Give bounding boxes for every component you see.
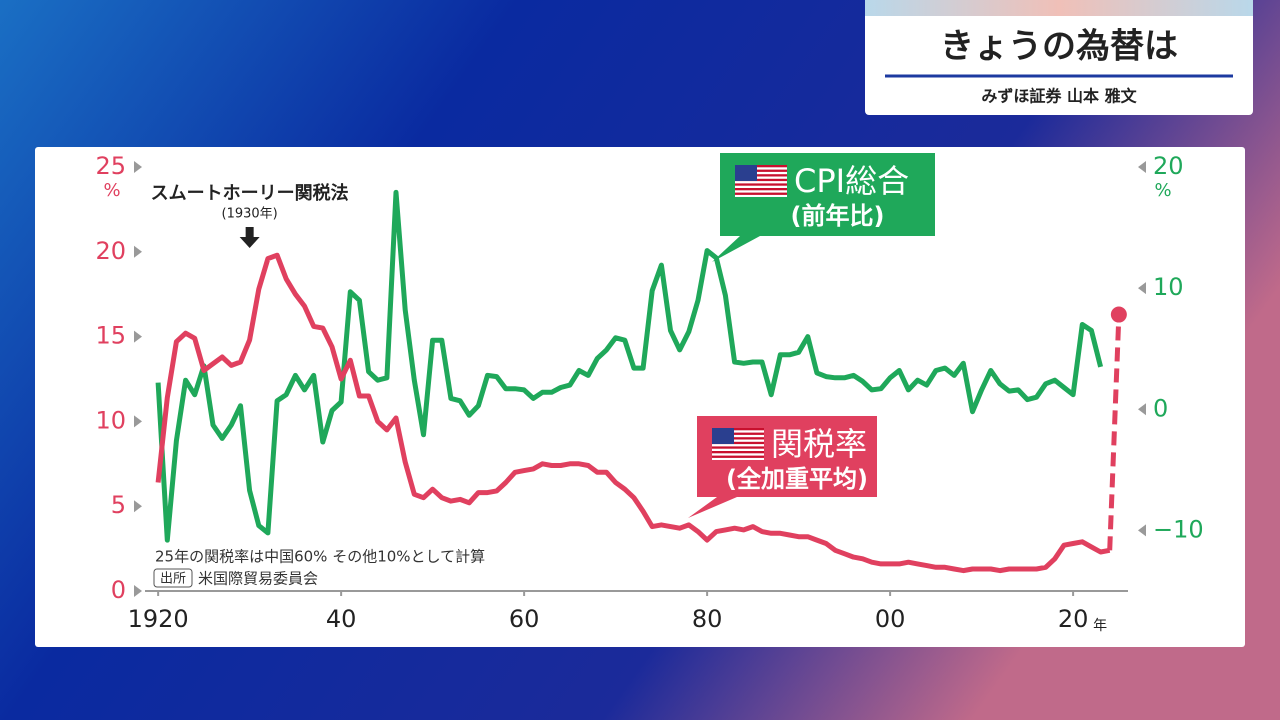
x-tick-label: 1920 [128, 605, 189, 633]
flag-stripe [735, 169, 787, 172]
header-box [865, 0, 1253, 115]
y2-tick-label: −10 [1153, 515, 1204, 543]
flag-stripe [712, 455, 764, 458]
series-line [155, 189, 1104, 543]
y-tick-label: 0 [111, 576, 126, 604]
y-tick [134, 500, 142, 513]
series-line [1107, 314, 1122, 551]
chart-panel [35, 147, 1245, 647]
end-marker [1110, 306, 1127, 323]
annotation: スムートホーリー関税法 [151, 182, 349, 204]
flag-stripe [712, 432, 764, 435]
y-tick [134, 245, 142, 258]
flag-stripe [735, 188, 787, 191]
callout-title: CPI総合 [794, 162, 909, 200]
flag-stripe [712, 451, 764, 454]
flag-stripe [712, 446, 764, 449]
flag-stripe [712, 441, 764, 445]
y-tick-label: 5 [111, 491, 126, 519]
y-tick-label: 10 [95, 406, 126, 434]
source: 米国際貿易委員会 [198, 570, 318, 588]
y2-tick [1138, 403, 1146, 416]
us-flag [735, 165, 787, 197]
annotation-arrow [239, 227, 260, 248]
y-tick-label: 25 [95, 152, 126, 180]
y-tick [134, 330, 142, 343]
y2-tick-label: 20 [1153, 152, 1184, 180]
header-strip [865, 0, 1253, 16]
flag-stripe [735, 192, 787, 195]
x-tick-label: 60 [509, 605, 540, 633]
flag-stripe [712, 437, 764, 440]
y-tick-label: 20 [95, 237, 126, 265]
y-tick [134, 415, 142, 428]
x-tick-label: 00 [875, 605, 906, 633]
x-tick-label: 80 [692, 605, 723, 633]
y2-tick-label: 10 [1153, 273, 1184, 301]
note: 25年の関税率は中国60% その他10%として計算 [155, 548, 485, 566]
y2-unit: % [1154, 180, 1171, 201]
flag-stripe [735, 165, 787, 168]
series-line [155, 252, 1111, 574]
program-title: きょうの為替は [940, 27, 1178, 67]
presenter: みずほ証券 山本 雅文 [981, 87, 1137, 106]
flag-stripe [712, 428, 764, 431]
flag-stripe [735, 183, 787, 186]
y2-tick [1138, 161, 1146, 173]
y-unit: % [103, 180, 120, 201]
y2-tick-label: 0 [1153, 394, 1168, 422]
flag-stripe [735, 178, 787, 182]
y2-tick [1138, 282, 1146, 295]
flag-stripe [735, 174, 787, 177]
flag-canton [735, 165, 757, 181]
x-unit: 年 [1093, 618, 1107, 634]
y2-tick [1138, 524, 1146, 537]
source-box [153, 568, 193, 588]
y-tick [134, 161, 142, 173]
callout-sub: (前年比) [791, 202, 885, 230]
x-tick-label: 20 [1058, 605, 1089, 633]
us-flag [712, 428, 764, 460]
x-tick-label: 40 [326, 605, 357, 633]
annotation-sub: (1930年) [222, 207, 278, 222]
callout-sub: (全加重平均) [726, 465, 868, 493]
flag-canton [712, 428, 734, 444]
y-tick [134, 585, 142, 597]
source-label: 出所 [160, 572, 186, 587]
callout-title: 関税率 [771, 425, 867, 463]
y-tick-label: 15 [95, 322, 126, 350]
